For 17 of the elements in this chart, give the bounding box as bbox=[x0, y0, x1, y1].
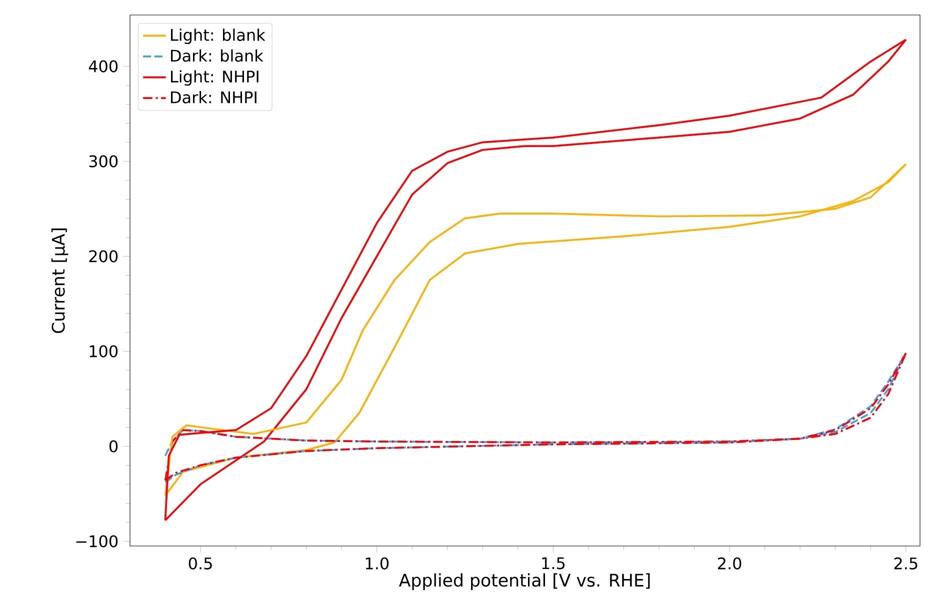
y-tick-label: 400 bbox=[88, 60, 118, 72]
x-tick-label: 2.5 bbox=[894, 557, 918, 570]
y-tick-label: 300 bbox=[89, 155, 118, 168]
x-tick-label: 2.0 bbox=[718, 557, 742, 570]
y-tick-label: −100 bbox=[76, 535, 118, 548]
x-axis-title: Applied potential [V vs. RHE] bbox=[398, 573, 650, 590]
y-tick-label: 100 bbox=[90, 345, 118, 358]
y-tick-label: 200 bbox=[89, 250, 118, 262]
y-axis-title: Current [µA] bbox=[51, 228, 68, 334]
legend-label: Light: blank bbox=[171, 28, 266, 44]
x-tick-label: 1.0 bbox=[366, 557, 389, 570]
y-tick-label: 0 bbox=[109, 440, 118, 452]
x-tick-label: 0.5 bbox=[188, 557, 212, 570]
legend-label: Dark: blank bbox=[171, 49, 264, 62]
legend-label: Dark: NHPI bbox=[171, 91, 256, 104]
x-tick-label: 1.5 bbox=[542, 557, 565, 570]
legend-label: Light: NHPI bbox=[171, 70, 258, 86]
